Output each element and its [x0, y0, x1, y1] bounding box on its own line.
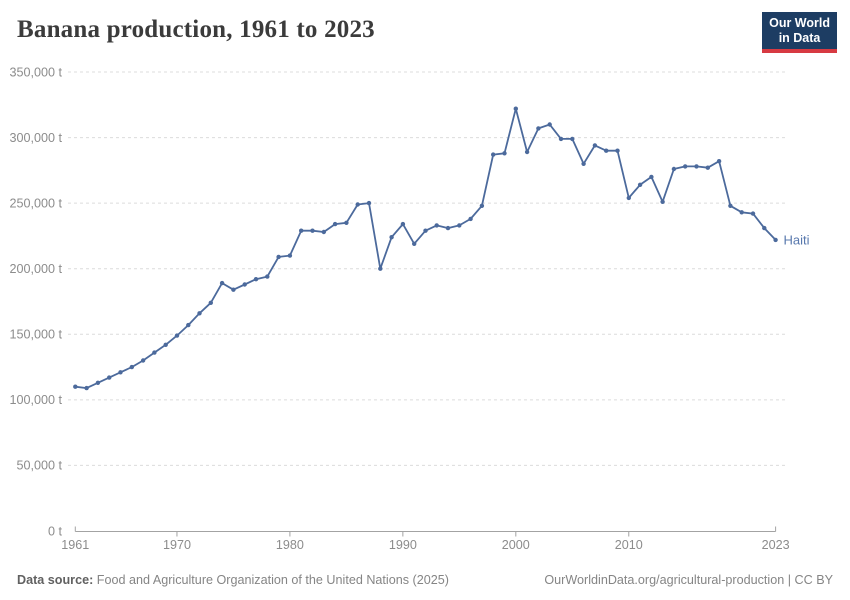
x-tick-label: 1961 [61, 538, 89, 552]
data-point [174, 333, 180, 338]
data-point [739, 210, 744, 215]
data-point [400, 221, 406, 227]
data-point [502, 151, 507, 156]
data-point [637, 182, 643, 187]
data-point [716, 159, 722, 164]
data-source-text: Food and Agriculture Organization of the… [93, 573, 449, 587]
data-point [434, 223, 439, 228]
y-tick-label: 300,000 t [9, 131, 62, 145]
data-point [107, 375, 112, 380]
data-point [208, 300, 213, 305]
data-point [592, 143, 598, 148]
data-point [604, 148, 609, 153]
data-point [694, 164, 699, 169]
x-tick-label: 2023 [762, 538, 790, 552]
data-point [683, 164, 688, 169]
data-point [242, 282, 247, 287]
data-point [423, 228, 428, 233]
data-point [129, 364, 134, 370]
data-point [671, 166, 677, 172]
data-point [479, 203, 485, 208]
data-point [626, 195, 631, 201]
data-point [728, 203, 733, 208]
owid-url-license[interactable]: OurWorldinData.org/agricultural-producti… [544, 573, 833, 587]
y-tick-label: 350,000 t [9, 65, 62, 79]
data-point [95, 380, 101, 385]
x-tick-label: 1970 [163, 538, 191, 552]
x-tick-label: 2000 [502, 538, 530, 552]
data-point [355, 202, 360, 207]
owid-logo-line1: Our World [769, 16, 830, 30]
data-point [299, 228, 304, 233]
data-point [287, 253, 293, 258]
data-point [265, 274, 270, 279]
data-point [344, 220, 349, 225]
data-point [615, 148, 620, 153]
data-point [186, 322, 191, 328]
haiti-series-line [74, 107, 777, 389]
data-source-label: Data source: [17, 573, 94, 587]
x-tick-label: 2010 [615, 538, 643, 552]
data-point [558, 136, 564, 142]
data-point [321, 229, 326, 235]
data-point [649, 174, 654, 180]
data-point [73, 384, 78, 389]
data-point [253, 277, 259, 282]
data-point [197, 311, 202, 316]
y-tick-label: 50,000 t [16, 459, 62, 473]
data-point [536, 126, 541, 131]
data-point [366, 200, 372, 206]
x-tick-label: 1990 [389, 538, 417, 552]
y-tick-label: 250,000 t [9, 196, 62, 210]
data-point [468, 216, 473, 222]
data-point [84, 385, 89, 391]
data-point [570, 136, 575, 142]
data-source-note: Data source: Food and Agriculture Organi… [17, 573, 449, 587]
data-point [219, 280, 225, 286]
data-point [660, 199, 665, 204]
data-point [705, 165, 710, 170]
x-tick-label: 1980 [276, 538, 304, 552]
data-point [332, 221, 338, 227]
entity-label-haiti: Haiti [784, 232, 810, 247]
data-point [163, 342, 168, 347]
data-point [547, 122, 552, 127]
owid-logo-line2: in Data [778, 31, 821, 45]
owid-logo[interactable]: Our World in Data [762, 12, 837, 53]
y-tick-label: 200,000 t [9, 262, 62, 276]
y-tick-label: 0 t [48, 524, 63, 538]
data-point [389, 235, 394, 240]
data-point [276, 254, 281, 260]
data-point [152, 350, 157, 355]
data-point [773, 237, 778, 243]
data-point [231, 287, 236, 292]
y-tick-label: 150,000 t [9, 328, 62, 342]
data-point [581, 161, 586, 166]
data-point [513, 106, 518, 111]
data-point [378, 266, 383, 271]
y-tick-label: 100,000 t [9, 393, 62, 407]
data-point [491, 152, 496, 157]
data-point [762, 225, 767, 231]
data-point [310, 228, 315, 233]
data-point [445, 225, 451, 231]
page-title: Banana production, 1961 to 2023 [17, 16, 375, 43]
data-point [140, 358, 146, 363]
data-point [412, 241, 417, 246]
data-point [457, 223, 462, 228]
data-point [750, 211, 756, 216]
data-point [118, 370, 123, 375]
data-point [524, 149, 530, 155]
